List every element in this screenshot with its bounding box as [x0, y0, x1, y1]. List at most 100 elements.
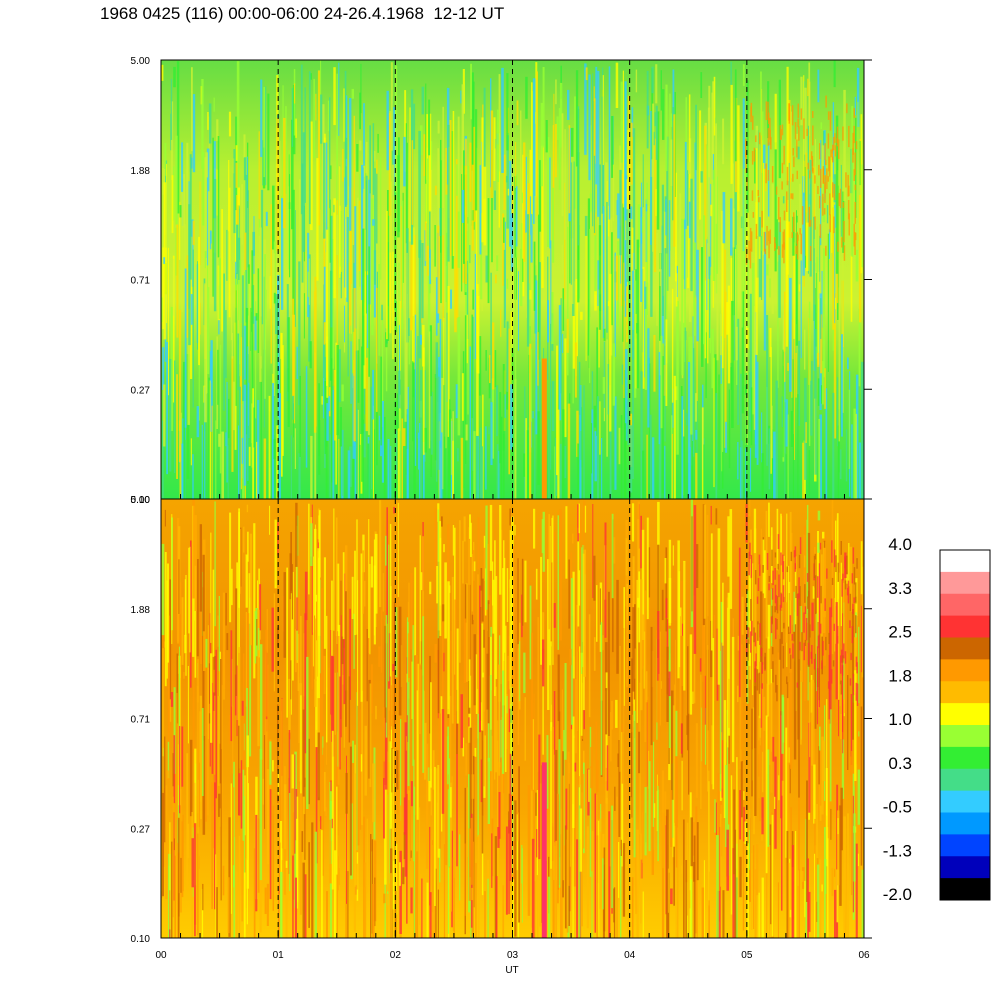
heatmap-cell [406, 142, 408, 294]
heatmap-cell [771, 184, 774, 314]
heatmap-cell [771, 166, 774, 183]
heatmap-cell [788, 581, 791, 633]
x-tick-label: 00 [155, 950, 167, 961]
heatmap-cell [775, 595, 778, 611]
heatmap-cell [849, 593, 852, 612]
heatmap-cell [287, 317, 290, 427]
heatmap-cell [777, 261, 779, 388]
heatmap-cell [596, 585, 598, 642]
heatmap-cell [832, 392, 835, 499]
heatmap-cell [774, 568, 776, 580]
heatmap-cell [531, 82, 533, 215]
heatmap-cell [648, 547, 651, 598]
heatmap-cell [280, 871, 283, 938]
heatmap-cell [855, 596, 857, 604]
heatmap-cell [805, 152, 807, 256]
heatmap-cell [828, 654, 831, 724]
heatmap-cell [523, 883, 525, 892]
heatmap-cell [730, 198, 733, 256]
heatmap-cell [481, 117, 484, 243]
heatmap-cell [743, 806, 745, 842]
colorbar-frame [939, 549, 991, 901]
heatmap-cell [603, 328, 606, 341]
heatmap-cell [763, 232, 766, 252]
heatmap-cell [370, 386, 372, 490]
heatmap-cell [761, 683, 763, 689]
heatmap-cell [422, 347, 425, 455]
heatmap-cell [642, 450, 645, 499]
heatmap-cell [330, 215, 333, 328]
heatmap-cell [795, 352, 797, 398]
heatmap-cell [443, 317, 445, 386]
heatmap-cell [315, 729, 318, 864]
heatmap-cell [492, 322, 495, 390]
heatmap-cell [179, 726, 181, 814]
heatmap-cell [675, 751, 678, 868]
heatmap-cell [855, 413, 857, 499]
heatmap-cell [809, 246, 812, 262]
heatmap-cell [746, 80, 749, 213]
heatmap-cell [238, 425, 239, 499]
heatmap-cell [551, 726, 554, 870]
heatmap-cell [769, 845, 771, 938]
heatmap-cell [604, 522, 607, 638]
heatmap-cell [783, 229, 786, 250]
heatmap-cell [814, 175, 816, 184]
heatmap-cell [688, 713, 690, 795]
heatmap-cell [817, 352, 820, 367]
heatmap-cell [235, 278, 238, 291]
heatmap-cell [194, 565, 197, 678]
heatmap-cell [683, 219, 686, 290]
heatmap-cell [538, 214, 540, 360]
heatmap-cell [283, 117, 286, 229]
heatmap-cell [502, 213, 505, 286]
heatmap-cell [166, 770, 170, 779]
heatmap-cell [770, 616, 773, 634]
upper-y-axis: 5.001.880.710.270.10 [131, 56, 872, 506]
heatmap-cell [742, 64, 745, 87]
heatmap-cell [519, 641, 521, 702]
heatmap-cell [367, 443, 370, 499]
heatmap-cell [631, 107, 634, 137]
heatmap-cell [788, 162, 790, 222]
heatmap-cell [837, 810, 840, 886]
heatmap-cell [323, 266, 326, 323]
heatmap-cell [585, 67, 588, 81]
heatmap-cell [536, 829, 538, 858]
heatmap-cell [508, 793, 511, 834]
heatmap-cell [741, 204, 743, 328]
heatmap-cell [475, 863, 477, 938]
heatmap-cell [515, 142, 517, 188]
heatmap-cell [502, 885, 505, 938]
heatmap-cell [386, 210, 388, 340]
heatmap-cell [836, 137, 838, 143]
heatmap-cell [798, 796, 800, 871]
heatmap-cell [734, 829, 737, 938]
heatmap-cell [484, 891, 486, 938]
heatmap-cell [580, 652, 583, 736]
heatmap-cell [834, 889, 837, 938]
heatmap-cell [340, 615, 342, 738]
heatmap-cell [329, 97, 331, 209]
heatmap-cell [323, 557, 326, 649]
heatmap-cell [807, 642, 810, 665]
heatmap-cell [783, 145, 785, 165]
heatmap-cell [181, 821, 184, 898]
heatmap-cell [754, 149, 757, 184]
heatmap-cell [753, 508, 757, 554]
heatmap-cell [208, 713, 211, 724]
heatmap-cell [498, 664, 500, 776]
heatmap-cell [297, 633, 300, 691]
heatmap-cell [276, 118, 280, 252]
heatmap-cell [659, 271, 661, 341]
heatmap-cell [308, 738, 310, 805]
heatmap-cell [483, 547, 486, 615]
heatmap-cell [338, 438, 340, 499]
heatmap-cell [459, 834, 461, 901]
heatmap-cell [813, 216, 816, 321]
heatmap-cell [819, 726, 821, 751]
heatmap-cell [302, 709, 305, 797]
heatmap-cell [730, 775, 733, 915]
heatmap-cell [462, 540, 464, 584]
heatmap-cell [194, 748, 197, 824]
